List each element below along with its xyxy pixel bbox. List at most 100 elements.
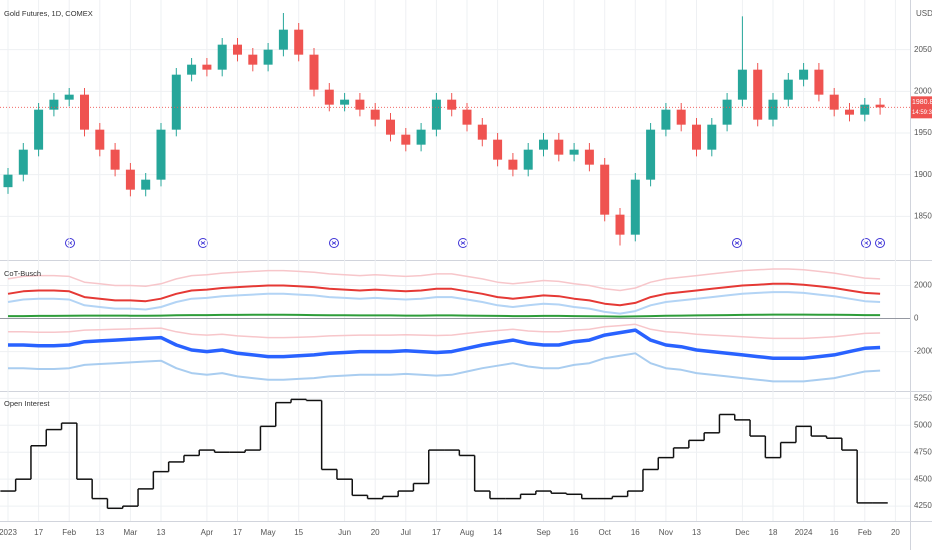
x-tick-label: Dec [735, 528, 749, 537]
candle-body [34, 109, 44, 150]
x-tick-label: 2024 [795, 528, 813, 537]
pane-title: Open Interest [4, 399, 50, 408]
cot-line [8, 328, 881, 360]
candle-body [630, 179, 640, 235]
x-tick-label: Mar [124, 528, 138, 537]
x-tick-label: 15 [294, 528, 303, 537]
event-markers [65, 238, 885, 248]
x-tick-label: Oct [598, 528, 611, 537]
candle-body [95, 129, 105, 150]
candle-body [447, 99, 457, 110]
event-glyph [460, 241, 466, 245]
x-tick-label: Jun [338, 528, 351, 537]
y-tick-label: 1950.0 [914, 128, 932, 137]
y-tick-label: 2000.0 [914, 86, 932, 95]
candle-body [233, 44, 242, 55]
candle-body [187, 64, 197, 75]
cot-line [7, 268, 881, 292]
cot-line [8, 313, 881, 318]
candle-body [202, 64, 212, 70]
y-tick-label: 1850.0 [914, 211, 932, 220]
candle-body [799, 69, 809, 80]
candle-body [125, 169, 135, 190]
y-tick-label: 2050.0 [914, 45, 932, 54]
candle-body [386, 119, 395, 135]
y-tick-label: 1900.0 [914, 170, 932, 179]
y-tick-label: 525000 [914, 393, 932, 402]
candle-body [875, 104, 885, 108]
x-tick-label: 14 [493, 528, 502, 537]
candle-body [156, 129, 166, 180]
candle-body [508, 159, 518, 170]
candle-body [370, 109, 380, 120]
countdown-label: 14:59:32 [912, 110, 932, 116]
event-glyph [331, 241, 337, 245]
cot-line [8, 352, 881, 383]
candle-body [217, 44, 227, 70]
x-tick-label: 17 [233, 528, 242, 537]
x-tick-label: Nov [659, 528, 673, 537]
candle-body [401, 134, 411, 145]
candle-body [141, 179, 151, 190]
cot-line [7, 291, 881, 315]
candle-body [462, 109, 472, 125]
candle-body [676, 109, 686, 125]
x-tick-label: 13 [95, 528, 104, 537]
event-glyph [877, 241, 883, 245]
pane-title: Gold Futures, 1D, COMEX [4, 9, 93, 18]
candle-body [355, 99, 365, 110]
candle-body [340, 99, 350, 105]
x-tick-label: 13 [692, 528, 701, 537]
candle-body [845, 109, 854, 115]
candle-body [18, 149, 28, 175]
candle-body [278, 29, 288, 50]
x-tick-label: 18 [769, 528, 778, 537]
candle-body [692, 124, 701, 150]
candle-body [584, 149, 594, 165]
candle-body [783, 79, 793, 100]
event-glyph [200, 241, 206, 245]
event-glyph [67, 241, 73, 245]
candle-body [324, 89, 334, 105]
candle-body [3, 174, 13, 188]
x-tick-label: 20 [891, 528, 900, 537]
candle-body [80, 94, 89, 130]
candle-body [49, 99, 59, 110]
candle-body [431, 99, 441, 130]
candle-body [707, 124, 717, 150]
candle-body [737, 69, 747, 100]
candle-body [569, 149, 579, 155]
x-tick-label: Feb [858, 528, 872, 537]
candle-body [646, 129, 656, 180]
x-tick-label: 20 [371, 528, 380, 537]
x-tick-label: 17 [432, 528, 441, 537]
candle-body [753, 69, 763, 120]
candle-body [829, 94, 839, 110]
y-tick-label: 20000 [914, 281, 932, 290]
cot-line [8, 323, 881, 340]
x-tick-label: Feb [62, 528, 76, 537]
candle-body [294, 29, 304, 55]
pane-title: CoT-Busch [4, 269, 41, 278]
x-tick-label: Jul [401, 528, 411, 537]
candle-body [554, 139, 564, 155]
currency-label: USD [916, 9, 932, 18]
candle-body [523, 149, 533, 170]
last-price-box [911, 96, 932, 119]
candle-body [615, 214, 625, 235]
candle-body [722, 99, 732, 125]
x-tick-label: 2023 [0, 528, 17, 537]
x-tick-label: 17 [34, 528, 43, 537]
candle-body [661, 109, 671, 130]
cot-line [7, 282, 881, 307]
candle-body [64, 94, 74, 100]
y-tick-label: 450000 [914, 474, 932, 483]
x-tick-label: 13 [157, 528, 166, 537]
candle-body [171, 74, 181, 130]
y-tick-label: 500000 [914, 420, 932, 429]
candle-body [493, 139, 503, 160]
candle-body [309, 54, 319, 90]
x-tick-label: Sep [536, 528, 551, 537]
